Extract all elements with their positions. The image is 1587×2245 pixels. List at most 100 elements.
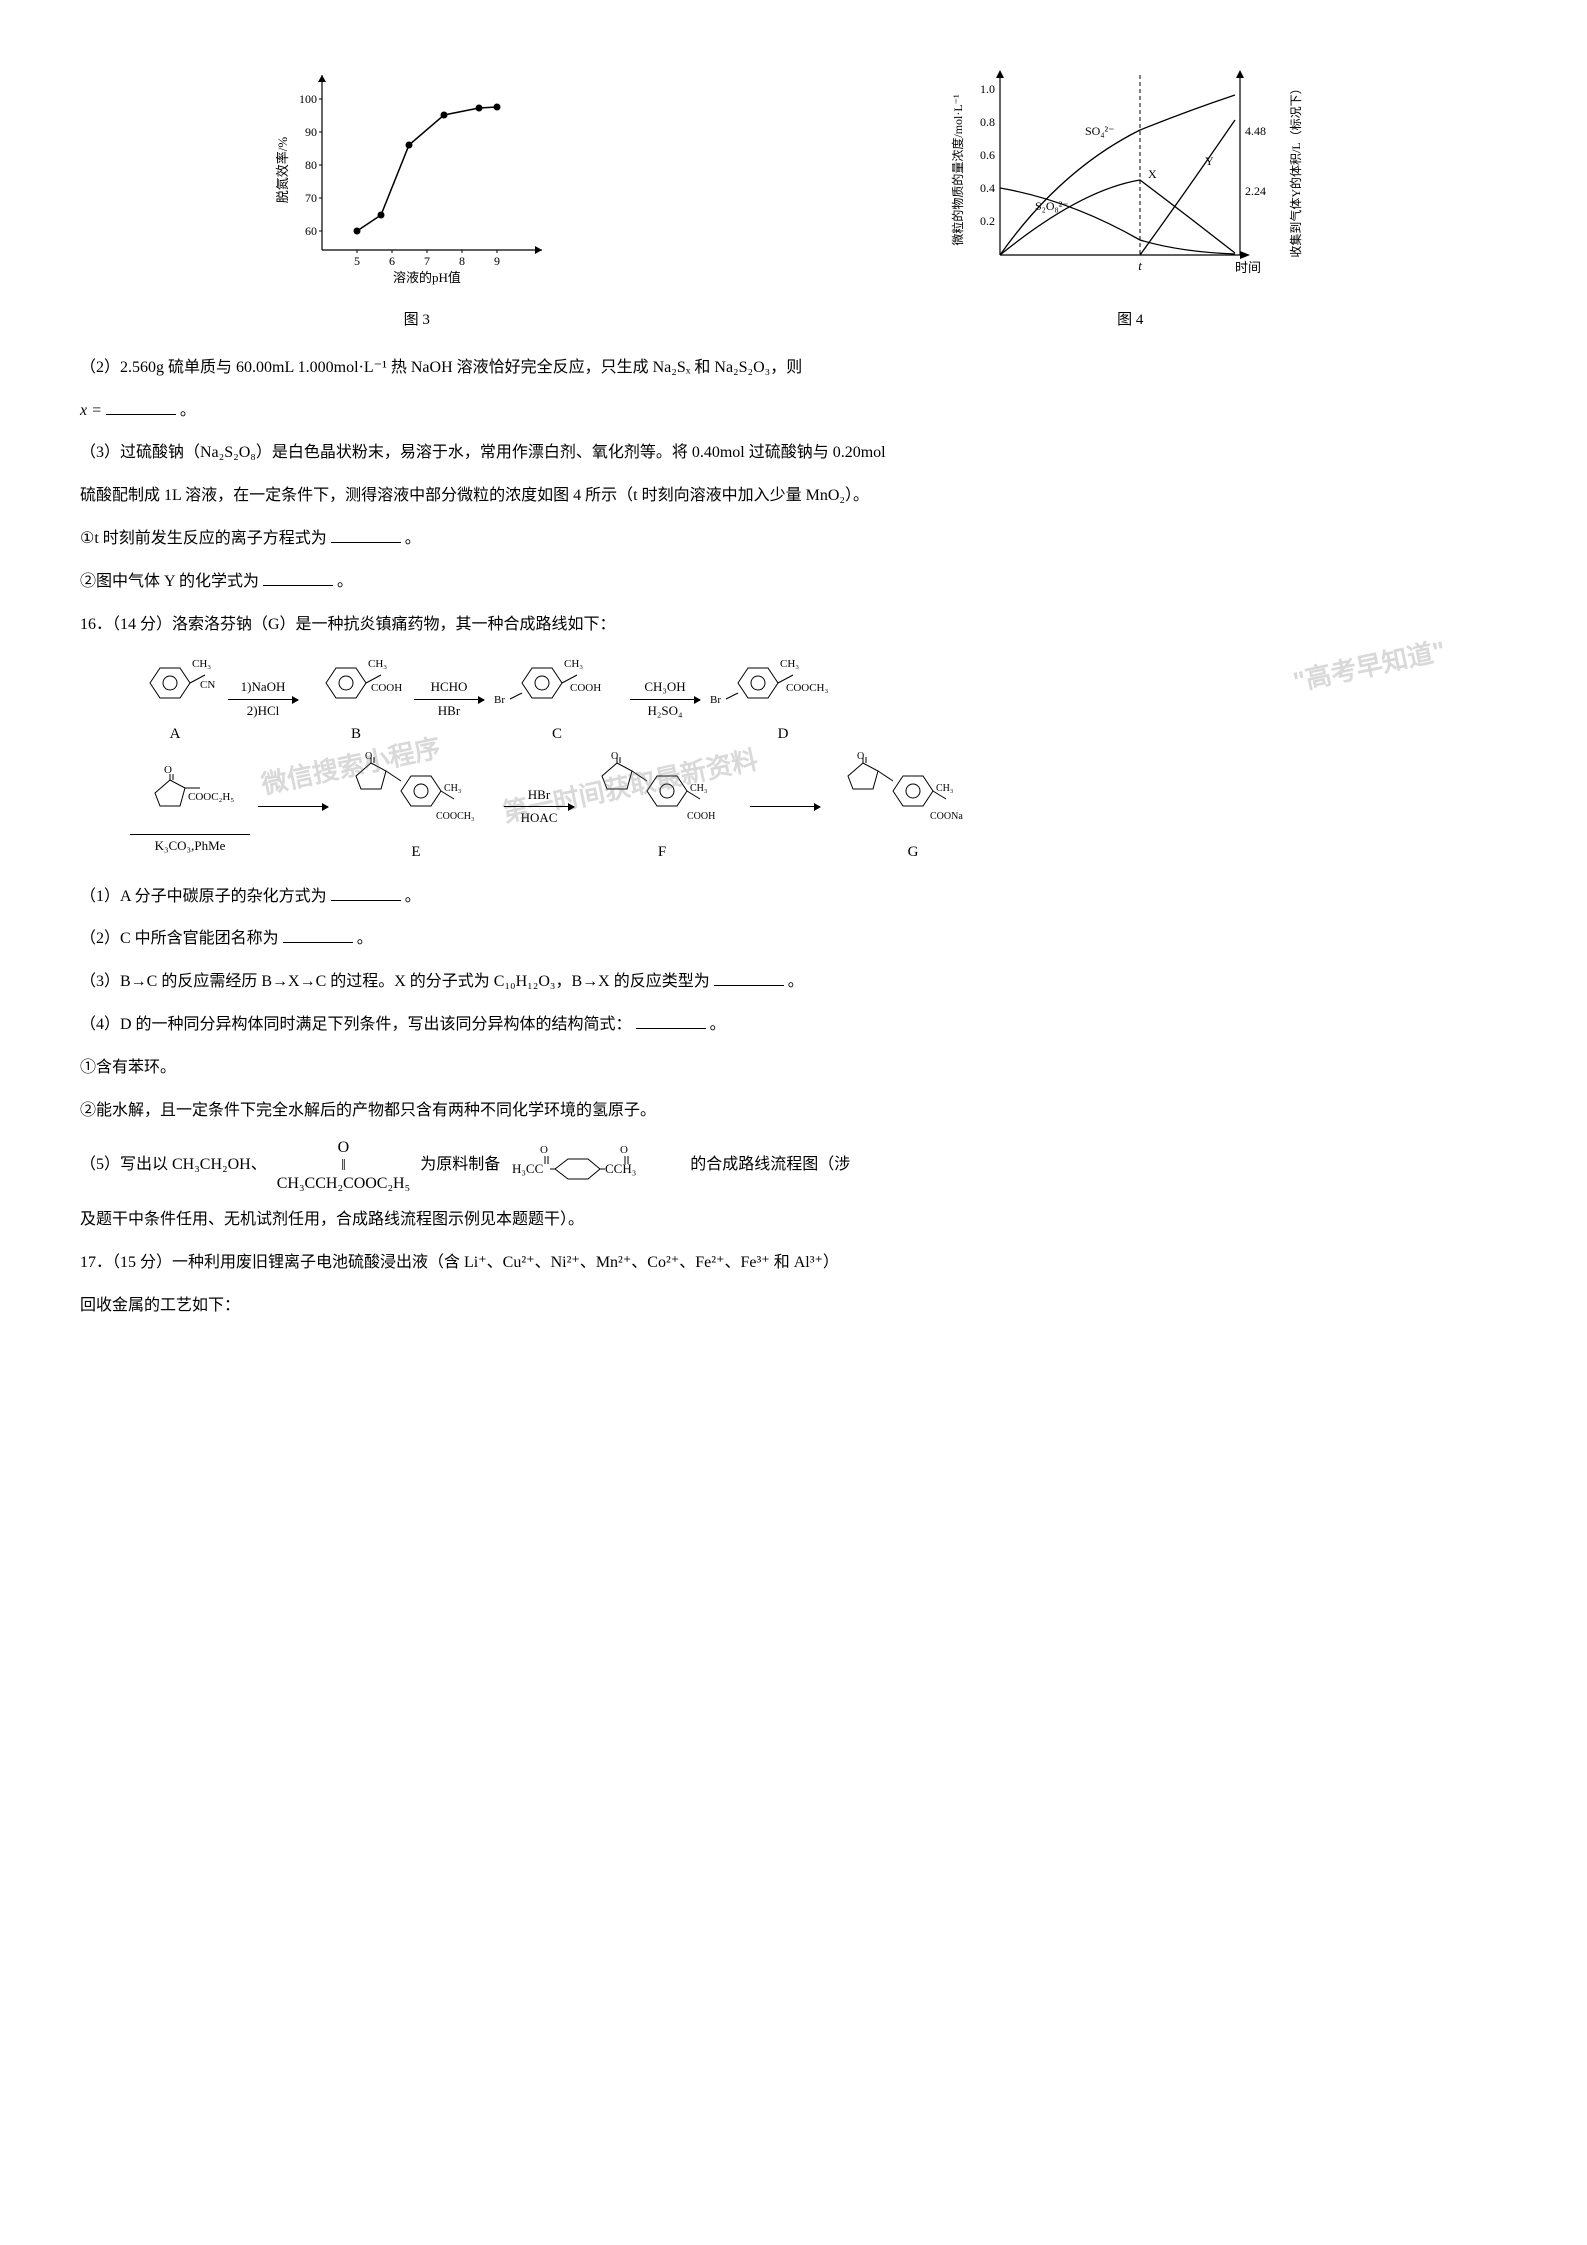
q2-blank bbox=[106, 398, 176, 415]
svg-text:8: 8 bbox=[459, 254, 465, 268]
figure-4: 0.2 0.4 0.6 0.8 1.0 2.24 4.48 t SO₄²⁻ S₂… bbox=[940, 60, 1320, 334]
label-a: A bbox=[130, 724, 220, 745]
question-17-b: 回收金属的工艺如下： bbox=[80, 1292, 1507, 1321]
molecule-reagent: O COOC₂H₅ K₃CO₃,PhMe bbox=[130, 758, 250, 856]
q16-sub1-text: （1）A 分子中碳原子的杂化方式为 bbox=[80, 888, 327, 905]
arrow-cd: CH₃OH H₂SO₄ bbox=[630, 678, 700, 719]
reaction-scheme-container: "高考早知道" 微信搜索小程序 第一时间获取最新资料 CH₃CN A 1)NaO… bbox=[80, 653, 1507, 862]
q16-sub4: （4）D 的一种同分异构体同时满足下列条件，写出该同分异构体的结构简式： 。 bbox=[80, 1011, 1507, 1040]
q16-sub4-1: ①含有苯环。 bbox=[80, 1054, 1507, 1083]
arrow-ab: 1)NaOH 2)HCl bbox=[228, 678, 298, 719]
svg-text:CH₃: CH₃ bbox=[444, 783, 461, 794]
label-d: D bbox=[708, 724, 858, 745]
reagent-top: O bbox=[338, 1139, 350, 1156]
svg-text:6: 6 bbox=[389, 254, 395, 268]
q16-sub2-end: 。 bbox=[357, 930, 373, 947]
question-3-intro-b: 硫酸配制成 1L 溶液，在一定条件下，测得溶液中部分微粒的浓度如图 4 所示（t… bbox=[80, 482, 1507, 511]
reaction-scheme: CH₃CN A 1)NaOH 2)HCl CH₃COOH B HCHO HBr … bbox=[130, 653, 1507, 862]
svg-text:O: O bbox=[540, 1144, 548, 1156]
svg-text:SO₄²⁻: SO₄²⁻ bbox=[1085, 124, 1114, 138]
arrow-ef-top: HBr bbox=[504, 786, 574, 804]
q16-sub3-end: 。 bbox=[788, 973, 804, 990]
svg-text:COOH: COOH bbox=[371, 682, 402, 694]
q16-sub5: （5）写出以 CH₃CH₂OH、 O ‖ CH₃CCH₂COOC₂H₅ 为原料制… bbox=[80, 1139, 1507, 1192]
figure-3-svg: 60 70 80 90 100 5 6 7 8 9 溶液的pH bbox=[267, 60, 567, 290]
fig4-xlabel: 时间 bbox=[1235, 260, 1261, 275]
figure-4-svg: 0.2 0.4 0.6 0.8 1.0 2.24 4.48 t SO₄²⁻ S₂… bbox=[940, 60, 1320, 290]
svg-text:5: 5 bbox=[354, 254, 360, 268]
arrow-ab-bot: 2)HCl bbox=[228, 702, 298, 720]
q16-sub3: （3）B→C 的反应需经历 B→X→C 的过程。X 的分子式为 C₁₀H₁₂O₃… bbox=[80, 968, 1507, 997]
q16-sub5-c: 的合成路线流程图（涉 bbox=[690, 1156, 850, 1173]
arrow-de bbox=[258, 804, 328, 809]
arrow-cd-top: CH₃OH bbox=[630, 678, 700, 696]
arrow-bc: HCHO HBr bbox=[414, 678, 484, 719]
svg-text:CCH₃: CCH₃ bbox=[605, 1161, 636, 1176]
svg-text:O: O bbox=[620, 1144, 628, 1156]
svg-text:COOH: COOH bbox=[570, 682, 601, 694]
svg-text:90: 90 bbox=[305, 125, 317, 139]
svg-text:COOCH₃: COOCH₃ bbox=[786, 682, 829, 694]
arrow-bc-top: HCHO bbox=[414, 678, 484, 696]
arrow-ef-bot: HOAC bbox=[504, 809, 574, 827]
svg-text:X: X bbox=[1148, 167, 1157, 181]
svg-text:CH₃: CH₃ bbox=[690, 783, 707, 794]
label-c: C bbox=[492, 724, 622, 745]
q16-sub3-text: （3）B→C 的反应需经历 B→X→C 的过程。X 的分子式为 C₁₀H₁₂O₃… bbox=[80, 973, 710, 990]
svg-text:COOC₂H₅: COOC₂H₅ bbox=[188, 791, 234, 803]
svg-text:0.8: 0.8 bbox=[980, 115, 995, 129]
svg-text:9: 9 bbox=[494, 254, 500, 268]
svg-text:CH₃: CH₃ bbox=[564, 658, 583, 670]
svg-text:80: 80 bbox=[305, 158, 317, 172]
q2-text-c: 。 bbox=[180, 402, 196, 419]
svg-text:0.6: 0.6 bbox=[980, 148, 995, 162]
svg-text:CH₃: CH₃ bbox=[368, 658, 387, 670]
question-2-line2: x = 。 bbox=[80, 397, 1507, 426]
arrow-bc-bot: HBr bbox=[414, 702, 484, 720]
svg-text:O: O bbox=[164, 764, 172, 776]
q16-sub4-blank bbox=[636, 1012, 706, 1029]
q2-text-b: x = bbox=[80, 402, 106, 419]
q3-sub2-end: 。 bbox=[337, 573, 353, 590]
reaction-row-2: O COOC₂H₅ K₃CO₃,PhMe O CH₃ COOCH₃ bbox=[130, 751, 1507, 863]
fig3-ylabel: 脱氮效率/% bbox=[275, 137, 290, 204]
svg-text:Y: Y bbox=[1205, 154, 1214, 168]
label-f: F bbox=[582, 842, 742, 863]
q16-product-formula: H₃CC O O CCH₃ bbox=[510, 1141, 680, 1191]
svg-text:0.4: 0.4 bbox=[980, 181, 995, 195]
q16-sub4-text: （4）D 的一种同分异构体同时满足下列条件，写出该同分异构体的结构简式： bbox=[80, 1016, 632, 1033]
molecule-a: CH₃CN A bbox=[130, 653, 220, 745]
q16-sub2: （2）C 中所含官能团名称为 。 bbox=[80, 925, 1507, 954]
q3-sub2: ②图中气体 Y 的化学式为 bbox=[80, 573, 259, 590]
svg-text:1.0: 1.0 bbox=[980, 82, 995, 96]
q16-sub1: （1）A 分子中碳原子的杂化方式为 。 bbox=[80, 883, 1507, 912]
arrow-fg bbox=[750, 804, 820, 809]
fig3-xlabel: 溶液的pH值 bbox=[393, 270, 461, 285]
q16-sub5-d: 及题干中条件任用、无机试剂任用，合成路线流程图示例见本题题干）。 bbox=[80, 1206, 1507, 1235]
q2-text-a: （2）2.560g 硫单质与 60.00mL 1.000mol·L⁻¹ 热 Na… bbox=[80, 359, 802, 376]
molecule-c: BrCH₃COOH C bbox=[492, 653, 622, 745]
question-2: （2）2.560g 硫单质与 60.00mL 1.000mol·L⁻¹ 热 Na… bbox=[80, 354, 1507, 383]
reagent-mid: ‖ bbox=[341, 1157, 346, 1174]
svg-text:0.2: 0.2 bbox=[980, 214, 995, 228]
q16-sub4-end: 。 bbox=[710, 1016, 726, 1033]
fig4-ylabel-right: 收集到气体Y的体积/L（标况下） bbox=[1288, 82, 1303, 257]
reagent-bot: CH₃CCH₂COOC₂H₅ bbox=[277, 1175, 410, 1192]
svg-text:CH₃: CH₃ bbox=[192, 658, 211, 670]
q16-sub1-end: 。 bbox=[405, 888, 421, 905]
q3-sub2-blank bbox=[263, 569, 333, 586]
svg-text:4.48: 4.48 bbox=[1245, 124, 1266, 138]
svg-text:100: 100 bbox=[299, 92, 317, 106]
svg-text:7: 7 bbox=[424, 254, 430, 268]
q3-sub1-end: 。 bbox=[405, 530, 421, 547]
label-b: B bbox=[306, 724, 406, 745]
q3-sub1-blank bbox=[331, 526, 401, 543]
svg-text:t: t bbox=[1138, 258, 1142, 273]
arrow-ab-top: 1)NaOH bbox=[228, 678, 298, 696]
molecule-e: O CH₃ COOCH₃ E bbox=[336, 751, 496, 863]
svg-text:S₂O₈²⁻: S₂O₈²⁻ bbox=[1035, 199, 1069, 213]
question-3-sub2: ②图中气体 Y 的化学式为 。 bbox=[80, 568, 1507, 597]
arrow-cd-bot: H₂SO₄ bbox=[630, 702, 700, 720]
q16-sub4-2: ②能水解，且一定条件下完全水解后的产物都只含有两种不同化学环境的氢原子。 bbox=[80, 1097, 1507, 1126]
q3-sub1: ①t 时刻前发生反应的离子方程式为 bbox=[80, 530, 327, 547]
